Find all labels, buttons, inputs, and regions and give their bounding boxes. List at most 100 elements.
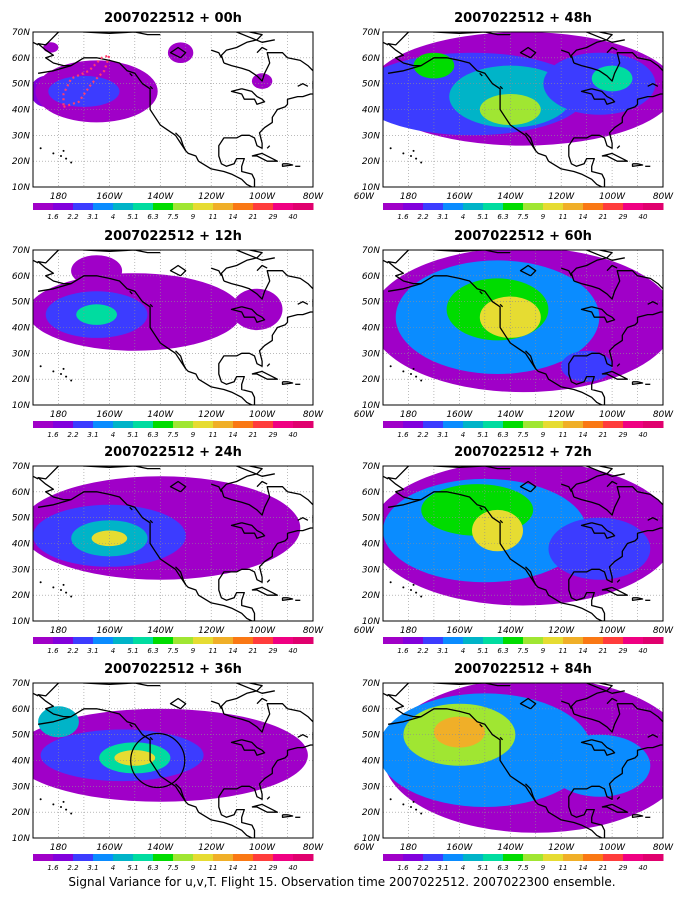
- lon-tick-label: 100W: [249, 410, 276, 420]
- colorbar-swatch: [273, 637, 294, 644]
- island: [52, 586, 55, 589]
- colorbar-label: 1.6: [397, 431, 409, 439]
- map-frame: [382, 682, 664, 839]
- variance-contour: [591, 65, 633, 92]
- colorbar-swatch: [563, 203, 584, 210]
- lat-tick-label: 70N: [362, 462, 380, 472]
- coastline: [631, 163, 644, 167]
- colorbar-swatch: [623, 637, 644, 644]
- colorbar-label: 14: [229, 213, 238, 221]
- colorbar-swatch: [73, 854, 94, 861]
- coastline: [220, 32, 263, 64]
- lat-tick-label: 20N: [12, 591, 30, 601]
- coastline: [210, 49, 222, 59]
- island: [29, 360, 31, 362]
- colorbar-swatch: [483, 854, 504, 861]
- coastline: [580, 88, 616, 105]
- colorbar-label: 3.1: [87, 647, 98, 655]
- colorbar-swatch: [603, 203, 624, 210]
- coastline: [499, 519, 504, 524]
- coastline: [218, 93, 313, 187]
- colorbar-swatch: [133, 421, 154, 428]
- lat-tick-label: 50N: [12, 298, 30, 308]
- colorbar-label: 5.1: [127, 213, 138, 221]
- colorbar-swatch: [173, 854, 194, 861]
- lon-tick-label: 80W: [653, 843, 674, 853]
- colorbar-label: 1.6: [47, 213, 59, 221]
- variance-contour: [479, 94, 541, 125]
- colorbar-label: 4: [461, 431, 465, 439]
- colorbar-label: 7.5: [517, 864, 529, 872]
- panel-36h: 2007022512 + 36h 180 160W 140W 120W 100W 80W 60…: [12, 662, 375, 872]
- coastline: [230, 739, 266, 756]
- map-area: [33, 466, 313, 621]
- island: [52, 152, 55, 155]
- lat-tick-label: 10N: [362, 401, 380, 411]
- colorbar-swatch: [623, 854, 644, 861]
- coastline: [230, 88, 266, 105]
- coastline: [383, 475, 389, 480]
- colorbar-swatch: [33, 421, 54, 428]
- lat-tick-label: 20N: [12, 375, 30, 385]
- island: [420, 812, 423, 815]
- lat-tick-label: 70N: [362, 246, 380, 256]
- island: [29, 793, 31, 795]
- coastline: [220, 250, 263, 282]
- lat-tick-label: 10N: [12, 834, 30, 844]
- lat-tick-label: 60N: [12, 272, 30, 282]
- lon-tick-label: 140W: [147, 410, 174, 420]
- coastline: [236, 466, 275, 477]
- colorbar-swatch: [423, 203, 444, 210]
- colorbar: 1.6 2.2 3.1 4 5.1 6.3 7.5 9 11 14 21 29 40: [33, 421, 314, 439]
- lon-tick-label: 180: [400, 192, 417, 202]
- colorbar-label: 29: [619, 213, 628, 221]
- coastline: [236, 32, 275, 43]
- island: [70, 812, 73, 815]
- lon-tick-label: 180: [50, 192, 67, 202]
- colorbar-swatch: [253, 637, 274, 644]
- island: [65, 591, 68, 594]
- coastline: [220, 466, 263, 498]
- colorbar-label: 21: [249, 213, 258, 221]
- colorbar-swatch: [173, 203, 194, 210]
- coastline: [387, 708, 605, 838]
- coastline: [606, 46, 618, 54]
- colorbar-label: 2.2: [417, 213, 429, 221]
- map-frame: [32, 682, 314, 839]
- colorbar-label: 1.6: [47, 864, 59, 872]
- colorbar-label: 6.3: [147, 213, 158, 221]
- coastline: [37, 32, 161, 67]
- island: [389, 581, 392, 584]
- colorbar-label: 6.3: [497, 647, 508, 655]
- coastline: [37, 466, 161, 501]
- coastline: [387, 466, 511, 501]
- colorbar-label: 3.1: [87, 213, 98, 221]
- colorbar-swatch: [253, 854, 274, 861]
- colorbar-swatch: [543, 637, 564, 644]
- coastline: [266, 363, 271, 367]
- lon-tick-label: 100W: [249, 626, 276, 636]
- coastline: [560, 267, 572, 277]
- colorbar-swatch: [503, 854, 524, 861]
- colorbar-label: 14: [579, 213, 588, 221]
- colorbar: 1.6 2.2 3.1 4 5.1 6.3 7.5 9 11 14 21 29 40: [33, 203, 314, 221]
- island: [62, 583, 65, 586]
- map-frame: [382, 249, 664, 406]
- variance-contour: [548, 734, 651, 797]
- coastline: [236, 250, 275, 261]
- colorbar-label: 29: [269, 864, 278, 872]
- colorbar-label: 9: [541, 864, 546, 872]
- lon-tick-label: 160W: [446, 626, 473, 636]
- colorbar-swatch: [113, 203, 134, 210]
- island: [402, 152, 405, 155]
- coastline: [266, 796, 271, 800]
- colorbar-label: 21: [249, 647, 258, 655]
- colorbar-label: 40: [289, 431, 298, 439]
- coastline: [387, 250, 511, 285]
- lon-tick-label: 80W: [303, 410, 324, 420]
- coastline: [647, 517, 659, 521]
- lat-tick-label: 70N: [362, 679, 380, 689]
- lat-tick-label: 30N: [12, 782, 30, 792]
- coastline: [601, 803, 629, 813]
- lat-tick-label: 40N: [12, 324, 30, 334]
